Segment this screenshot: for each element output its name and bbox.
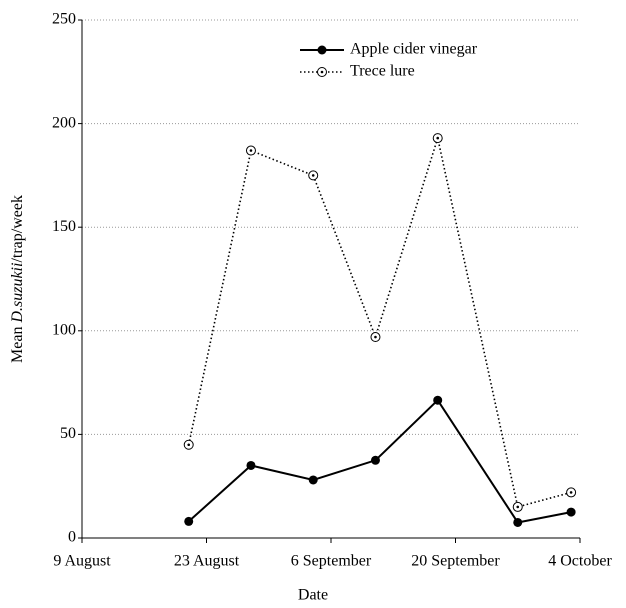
x-axis-label: Date (298, 587, 328, 604)
y-label-part: Mean (9, 327, 26, 363)
marker (433, 395, 443, 405)
y-tick-label: 50 (60, 425, 76, 442)
x-tick-label: 20 September (411, 553, 500, 570)
series-line (187, 134, 572, 508)
marker-dot (187, 443, 191, 447)
marker (246, 460, 256, 470)
y-tick-label: 100 (52, 321, 76, 338)
marker (513, 517, 523, 527)
marker (566, 507, 576, 517)
marker-dot (311, 174, 315, 177)
y-tick-label: 250 (52, 11, 76, 28)
y-tick-label: 200 (52, 114, 76, 131)
marker (184, 516, 194, 526)
x-tick-label: 6 September (291, 553, 372, 570)
y-axis-label: Mean D.suzukii/trap/week (9, 195, 26, 363)
y-label-part: D.suzukii (9, 263, 26, 324)
y-tick-label: 0 (68, 529, 76, 546)
marker-dot (249, 149, 253, 152)
x-tick-label: 23 August (174, 553, 240, 570)
marker-dot (516, 505, 520, 509)
marker-dot (569, 491, 573, 494)
y-label-part: /trap/week (9, 195, 26, 263)
y-tick-label: 150 (52, 218, 76, 235)
marker (317, 45, 327, 55)
marker-dot (374, 335, 377, 339)
legend-label: Apple cider vinegar (350, 41, 478, 58)
marker (308, 475, 318, 485)
marker-dot (436, 136, 440, 140)
marker (370, 455, 380, 465)
marker-dot (320, 70, 324, 74)
x-tick-label: 9 August (53, 553, 111, 570)
legend-label: Trece lure (350, 63, 415, 80)
x-tick-label: 4 October (548, 553, 612, 570)
